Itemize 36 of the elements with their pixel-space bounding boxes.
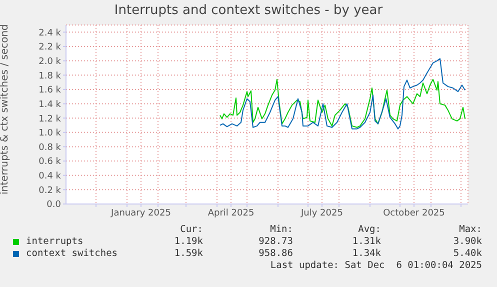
y-tick-label: 0.0: [46, 200, 62, 210]
y-tick-label: 2.0 k: [38, 56, 62, 67]
y-tick-label: 1.2 k: [38, 114, 62, 124]
x-tick-label: October 2025: [383, 208, 445, 218]
text: 1.34k: [352, 248, 381, 259]
y-tick-label: 0.4 k: [38, 172, 62, 182]
text: Max:: [459, 224, 482, 235]
x-tick-label: April 2025: [208, 208, 254, 218]
text: 958.86: [258, 248, 293, 259]
line-series: [220, 78, 466, 128]
text: Cur:: [180, 224, 203, 235]
text: 1.19k: [174, 236, 203, 247]
text: Min:: [270, 224, 293, 235]
y-tick-label: 1.0 k: [38, 128, 62, 139]
text: Avg:: [358, 224, 381, 235]
y-tick-label: 2.4 k: [38, 28, 62, 38]
y-tick-label: 0.6 k: [38, 157, 62, 168]
y-axis-title: interrupts & ctx switches / second: [0, 24, 11, 194]
text: 3.90k: [453, 236, 482, 247]
legend-label: interrupts: [26, 236, 84, 247]
y-tick-label: 1.8 k: [38, 71, 62, 82]
x-tick-label: July 2025: [300, 208, 343, 218]
legend-label: context switches: [26, 248, 118, 259]
chart-title: Interrupts and context switches - by year: [113, 3, 384, 18]
y-tick-label: 1.6 k: [38, 86, 62, 96]
line-series: [220, 58, 466, 130]
text: 1.59k: [174, 248, 203, 259]
text: 928.73: [258, 236, 293, 247]
text: Last update: Sat Dec 6 01:00:04 2025: [270, 260, 482, 271]
y-tick-label: 2.2 k: [38, 42, 62, 53]
y-tick-label: 1.4 k: [38, 100, 62, 110]
text: 5.40k: [453, 248, 482, 259]
x-tick-label: January 2025: [110, 208, 171, 218]
y-tick-label: 0.2 k: [38, 186, 62, 196]
text: 1.31k: [352, 236, 381, 247]
y-tick-label: 0.8 k: [38, 142, 62, 153]
